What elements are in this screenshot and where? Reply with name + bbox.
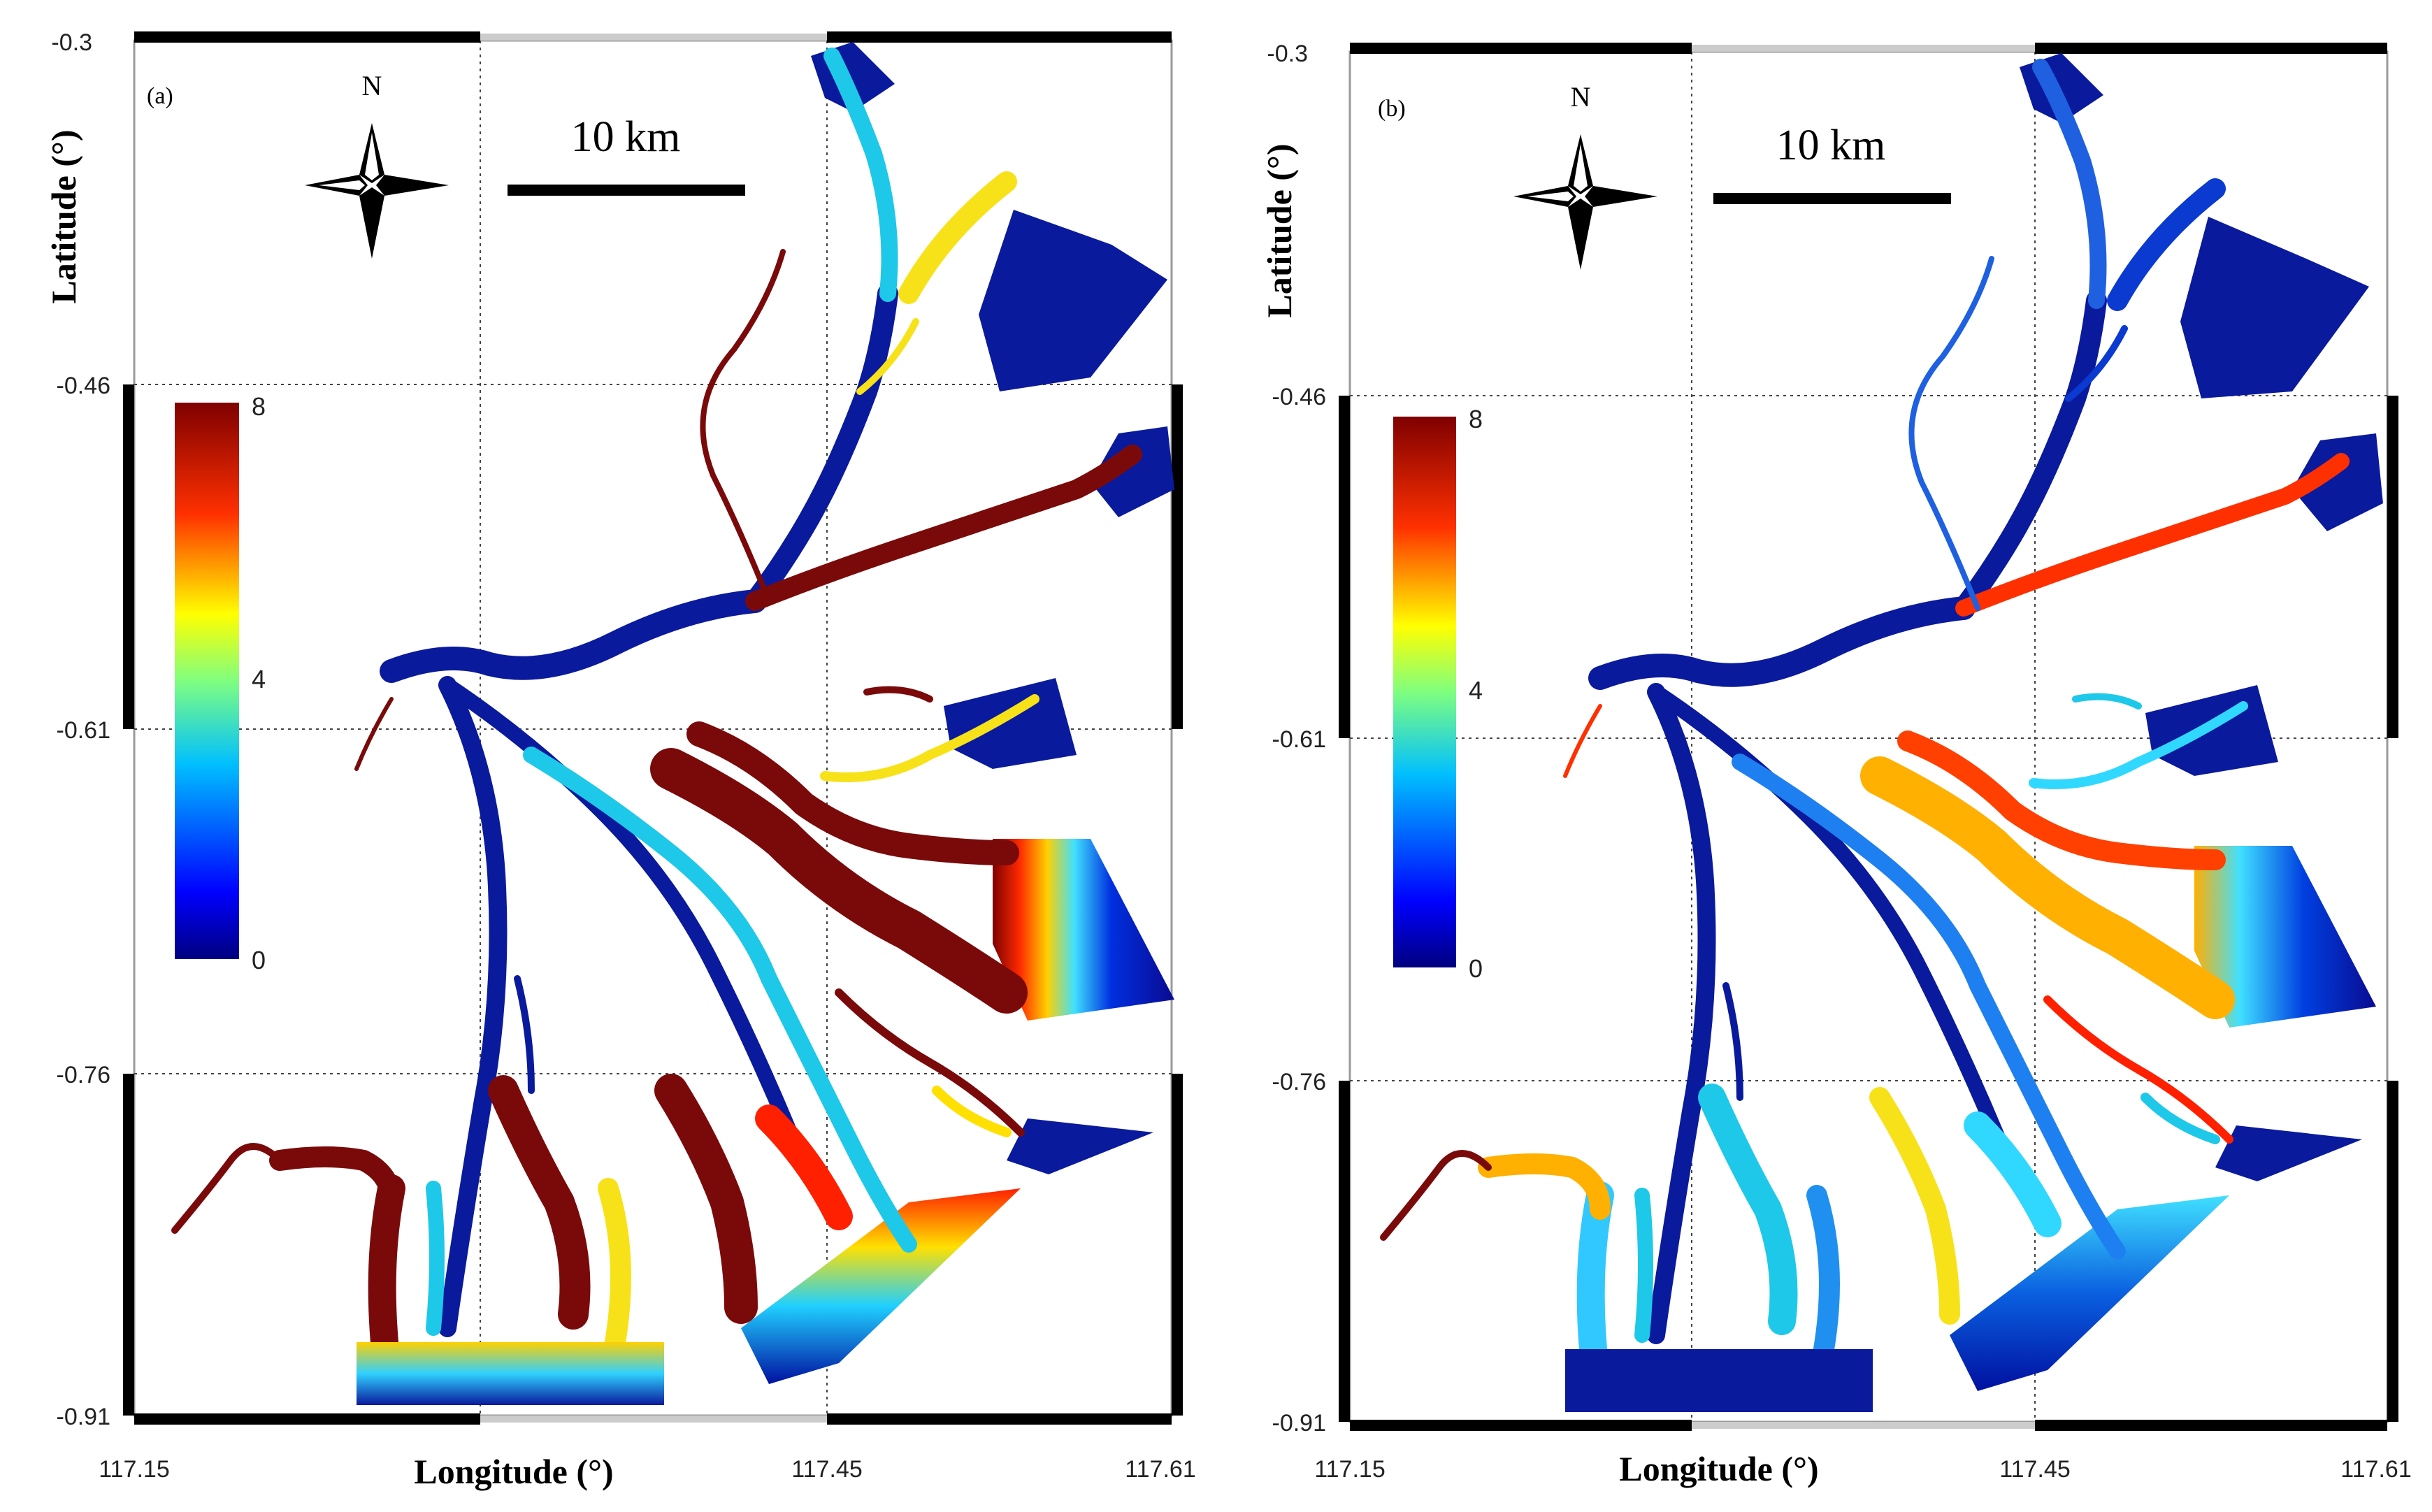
delta-water (1380, 53, 2383, 1412)
scale-label: 10 km (1776, 122, 1886, 169)
y-tick: -0.3 (1267, 41, 1308, 67)
x-tick: 117.15 (1314, 1456, 1385, 1483)
north-label: N (362, 70, 382, 101)
scale-bar: 10 km (508, 113, 745, 196)
map-panel-a: -0.3 -0.46 -0.61 -0.76 -0.91 117.15 117.… (44, 29, 1196, 1491)
x-axis-title: Longitude (°) (1619, 1449, 1818, 1488)
x-tick: 117.45 (791, 1456, 862, 1483)
x-tick: 117.61 (1125, 1456, 1195, 1483)
y-tick: -0.46 (1272, 384, 1327, 410)
y-tick: -0.76 (1272, 1069, 1327, 1095)
x-tick: 117.15 (99, 1456, 169, 1483)
colorbar-max-label: 8 (1469, 405, 1483, 433)
y-tick: -0.61 (1272, 726, 1327, 753)
frame-bars (1339, 43, 2398, 1431)
map-b-svg: -0.3 -0.46 -0.61 -0.76 -0.91 117.15 117.… (1260, 41, 2412, 1488)
colorbar-max-label: 8 (252, 392, 266, 421)
x-tick-labels: 117.15 117.45 117.61 (99, 1456, 1195, 1483)
x-tick: 117.45 (1999, 1456, 2070, 1483)
x-tick-labels: 117.15 117.45 117.61 (1314, 1456, 2411, 1483)
colorbar-ramp (1393, 417, 1456, 967)
panel-label: (b) (1378, 96, 1406, 122)
frame-bars (123, 31, 1183, 1425)
y-tick: -0.61 (57, 717, 111, 744)
x-tick: 117.61 (2340, 1456, 2411, 1483)
north-arrow-icon: N (305, 70, 449, 259)
y-tick: -0.91 (57, 1404, 111, 1430)
y-tick: -0.91 (1272, 1410, 1327, 1437)
colorbar-min-label: 0 (1469, 954, 1483, 983)
graticule (134, 41, 1172, 1416)
y-tick: -0.76 (57, 1062, 111, 1088)
colorbar: 8 4 0 (1393, 405, 1483, 983)
colorbar-mid-label: 4 (252, 665, 266, 693)
x-axis-title: Longitude (°) (414, 1452, 613, 1491)
delta-water (171, 42, 1174, 1405)
scale-bar: 10 km (1713, 122, 1951, 204)
colorbar: 8 4 0 (175, 392, 266, 974)
colorbar-mid-label: 4 (1469, 676, 1483, 705)
north-label: N (1571, 81, 1591, 113)
y-tick: -0.46 (57, 373, 111, 399)
colorbar-ramp (175, 403, 239, 959)
y-tick-labels: -0.3 -0.46 -0.61 -0.76 -0.91 (51, 29, 110, 1430)
panel-label: (a) (147, 83, 173, 109)
colorbar-min-label: 0 (252, 946, 266, 974)
north-arrow-icon: N (1513, 81, 1657, 270)
y-axis-title: Latitude (°) (44, 129, 83, 303)
y-tick-labels: -0.3 -0.46 -0.61 -0.76 -0.91 (1267, 41, 1326, 1437)
map-panel-b: -0.3 -0.46 -0.61 -0.76 -0.91 117.15 117.… (1216, 0, 2431, 1512)
y-axis-title: Latitude (°) (1260, 143, 1299, 317)
scale-label: 10 km (571, 113, 681, 161)
map-a-svg: -0.3 -0.46 -0.61 -0.76 -0.91 117.15 117.… (44, 29, 1196, 1491)
y-tick: -0.3 (51, 29, 92, 56)
